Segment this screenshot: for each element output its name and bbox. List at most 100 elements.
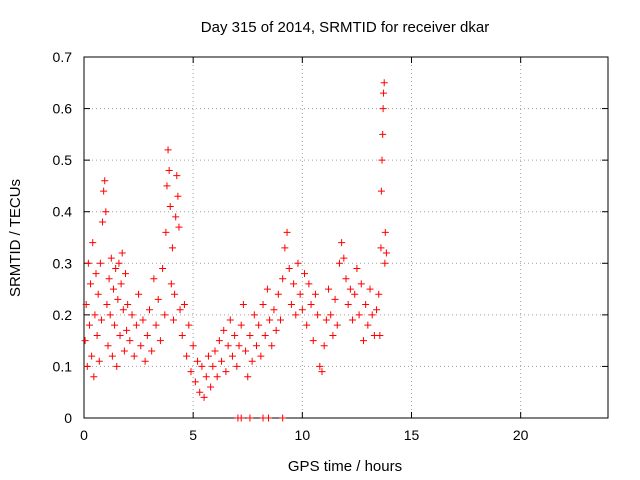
data-point (180, 301, 188, 309)
data-point (376, 331, 384, 339)
data-point (162, 228, 170, 236)
data-point (211, 347, 219, 355)
data-point (290, 280, 298, 288)
data-point (99, 218, 107, 226)
data-point (246, 414, 254, 422)
data-point (95, 357, 103, 365)
data-point (89, 239, 97, 247)
data-point (235, 342, 243, 350)
y-tick-label: 0 (64, 410, 72, 426)
data-point (209, 362, 217, 370)
data-point (168, 244, 176, 252)
data-points (81, 79, 390, 422)
data-point (237, 414, 245, 422)
data-point (141, 357, 149, 365)
data-point (113, 362, 121, 370)
data-point (120, 347, 128, 355)
data-point (277, 316, 284, 324)
data-point (103, 301, 111, 309)
data-point (171, 290, 179, 298)
data-point (329, 331, 337, 339)
data-point (292, 311, 300, 319)
x-axis-ticks: 0 5 10 15 20 (80, 57, 529, 443)
data-point (82, 301, 90, 309)
data-point (100, 187, 108, 195)
data-point (159, 264, 167, 272)
data-point (311, 290, 319, 298)
data-point (366, 285, 374, 293)
data-point (377, 187, 385, 195)
x-tick-label: 10 (295, 427, 311, 443)
data-point (375, 290, 383, 298)
y-tick-label: 0.6 (53, 101, 73, 117)
data-point (213, 373, 221, 381)
data-point (215, 337, 223, 345)
data-point (154, 295, 162, 303)
data-point (146, 306, 153, 314)
data-point (130, 352, 138, 360)
data-point (318, 368, 326, 376)
data-point (164, 146, 172, 154)
data-point (327, 311, 335, 319)
data-point (102, 208, 110, 216)
data-point (175, 223, 183, 231)
data-point (123, 326, 131, 334)
data-point (380, 89, 388, 97)
data-point (309, 337, 317, 345)
data-point (96, 259, 104, 267)
data-point (264, 414, 272, 422)
data-point (109, 285, 117, 293)
data-point (166, 203, 174, 211)
data-point (106, 311, 114, 319)
data-point (344, 301, 352, 309)
data-point (135, 290, 143, 298)
data-point (87, 280, 95, 288)
data-point (305, 280, 313, 288)
data-point (116, 331, 124, 339)
y-tick-label: 0.7 (53, 49, 73, 65)
data-point (274, 290, 282, 298)
data-point (139, 316, 147, 324)
data-point (176, 306, 184, 314)
data-point (167, 280, 175, 288)
grid-lines (84, 57, 608, 418)
data-point (266, 316, 274, 324)
chart-title: Day 315 of 2014, SRMTID for receiver dka… (201, 19, 489, 36)
data-point (268, 342, 276, 350)
data-point (351, 290, 359, 298)
data-point (298, 306, 306, 314)
data-point (187, 368, 195, 376)
data-point (226, 316, 234, 324)
data-point (185, 321, 193, 329)
data-point (285, 264, 293, 272)
data-point (237, 321, 245, 329)
data-point (174, 192, 182, 200)
data-point (112, 264, 120, 272)
data-point (340, 254, 348, 262)
data-point (194, 357, 202, 365)
x-tick-label: 20 (513, 427, 529, 443)
data-point (85, 321, 93, 329)
data-point (132, 321, 140, 329)
data-point (346, 285, 354, 293)
data-point (279, 414, 287, 422)
data-point (119, 306, 127, 314)
data-point (357, 280, 365, 288)
data-point (222, 368, 230, 376)
data-point (362, 301, 370, 309)
data-point (117, 280, 125, 288)
data-point (353, 264, 361, 272)
data-point (381, 228, 389, 236)
data-point (377, 244, 385, 252)
data-point (93, 331, 101, 339)
data-point (270, 306, 278, 314)
data-point (331, 295, 339, 303)
data-point (382, 249, 390, 257)
data-point (250, 311, 258, 319)
data-point (231, 331, 239, 339)
data-point (259, 301, 267, 309)
data-point (114, 295, 122, 303)
data-point (124, 301, 132, 309)
data-point (126, 337, 134, 345)
data-point (150, 275, 158, 283)
